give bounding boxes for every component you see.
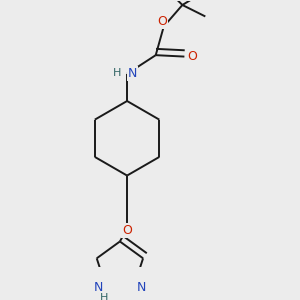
Text: O: O: [122, 224, 132, 236]
Text: N: N: [128, 67, 137, 80]
Text: O: O: [158, 15, 167, 28]
Text: N: N: [94, 280, 103, 293]
Text: H: H: [113, 68, 121, 78]
Text: N: N: [137, 280, 146, 293]
Text: H: H: [100, 293, 108, 300]
Text: O: O: [188, 50, 197, 63]
